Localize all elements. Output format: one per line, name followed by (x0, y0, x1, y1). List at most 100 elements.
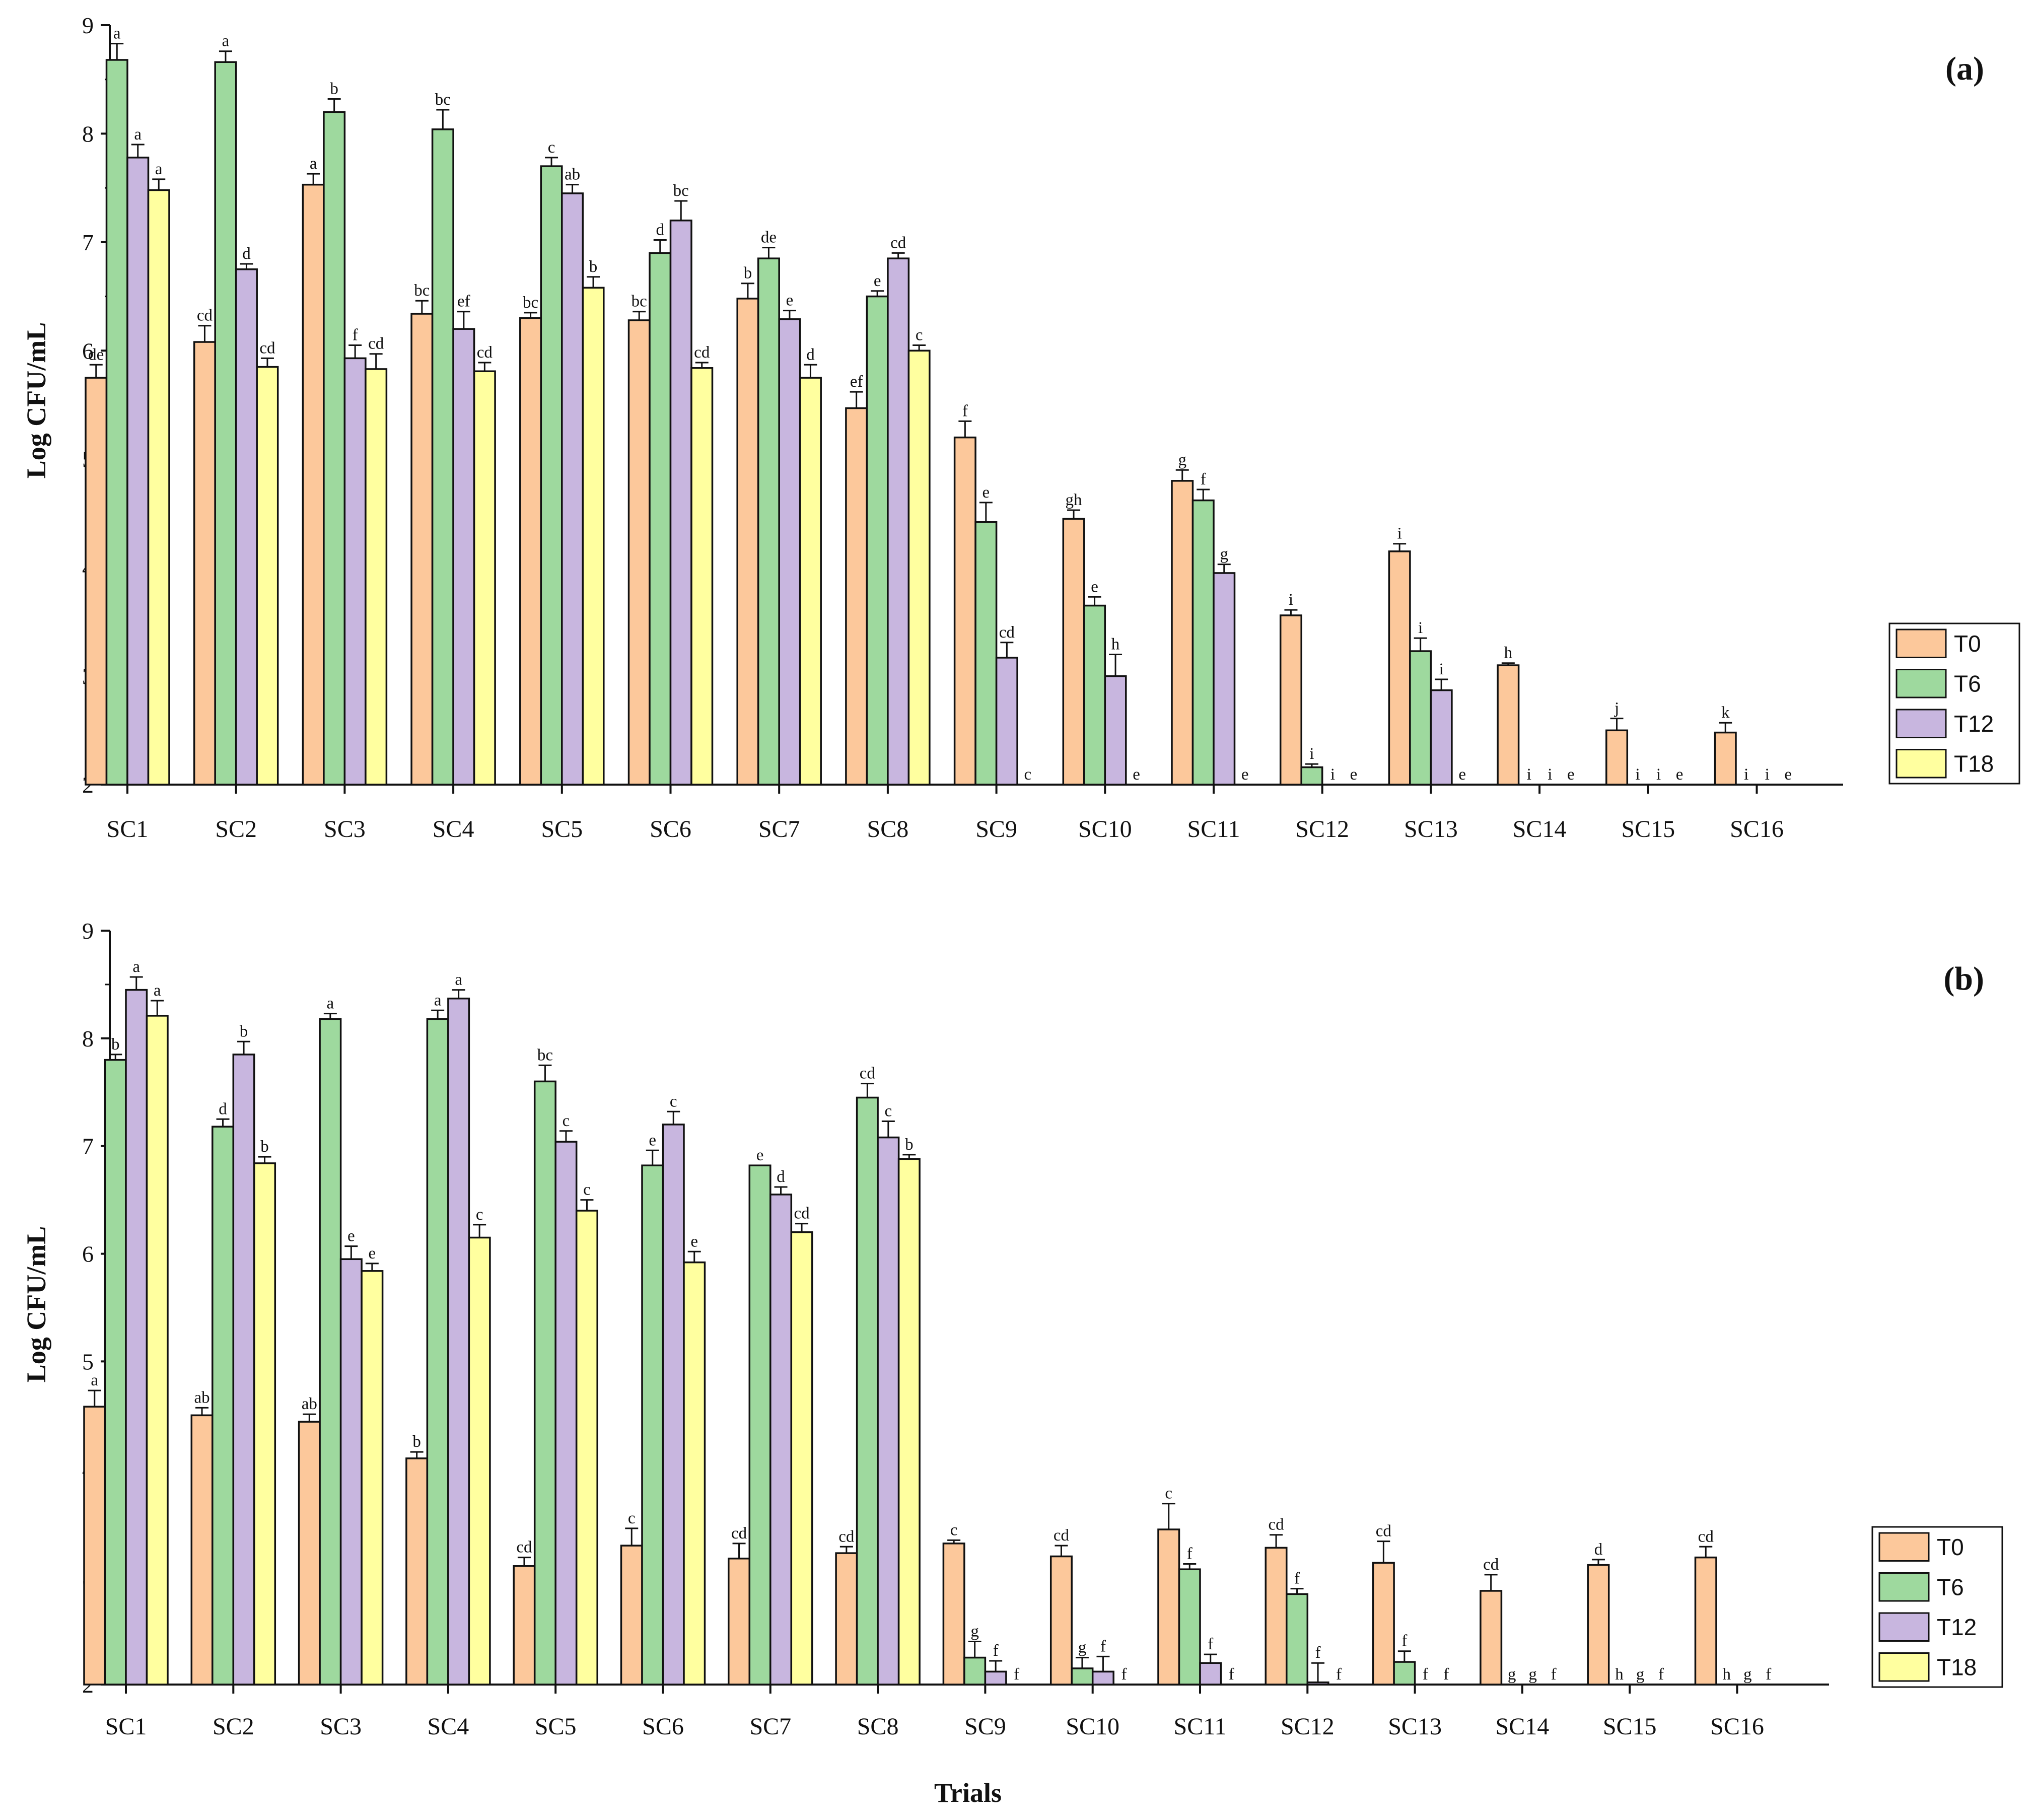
significance-label: f (1336, 1665, 1342, 1684)
significance-label: c (1024, 765, 1032, 784)
significance-label: h (1723, 1665, 1731, 1684)
bar-t18 (146, 1015, 169, 1686)
bar-t6 (1409, 650, 1432, 786)
bar-t0 (193, 341, 216, 786)
legend-swatch-t18 (1896, 749, 1947, 779)
legend-swatch-t0 (1896, 628, 1947, 658)
bar-t18 (147, 189, 170, 786)
significance-label: c (563, 1112, 570, 1130)
x-category-label: SC6 (650, 816, 691, 843)
bar-t6 (1286, 1593, 1309, 1686)
significance-label: f (1187, 1545, 1192, 1563)
significance-label: f (1014, 1665, 1019, 1684)
significance-label: a (113, 25, 121, 43)
significance-label: i (1309, 745, 1314, 763)
legend-label: T12 (1937, 1614, 1977, 1640)
bar-t6 (963, 1656, 987, 1686)
bar-t18 (690, 367, 714, 786)
significance-label: f (1100, 1637, 1106, 1655)
bar-t6 (1393, 1661, 1416, 1686)
bar-t12 (669, 220, 692, 786)
significance-label: e (1133, 765, 1140, 784)
significance-label: de (88, 345, 104, 364)
x-category-label: SC5 (541, 816, 583, 843)
significance-label: e (1567, 765, 1575, 784)
significance-label: h (1111, 635, 1120, 653)
significance-label: f (1201, 470, 1206, 488)
significance-label: bc (673, 182, 689, 200)
significance-label: k (1721, 704, 1730, 722)
significance-label: bc (631, 293, 647, 311)
bar-t6 (212, 1126, 235, 1686)
bar-t6 (431, 128, 454, 786)
significance-label: cd (731, 1524, 747, 1543)
bar-t18 (365, 368, 388, 786)
significance-label: e (369, 1244, 376, 1263)
significance-label: cd (1268, 1516, 1284, 1534)
legend-swatch-t0 (1878, 1532, 1930, 1562)
x-category-label: SC4 (428, 1713, 469, 1740)
bar-t12 (778, 318, 801, 786)
significance-label: cd (1483, 1556, 1499, 1574)
significance-label: cd (259, 339, 275, 357)
significance-label: de (761, 229, 777, 247)
significance-label: g (970, 1622, 979, 1640)
significance-label: d (777, 1168, 785, 1186)
significance-label: b (330, 80, 338, 98)
significance-label: b (589, 258, 598, 276)
significance-label: e (874, 272, 881, 290)
significance-label: g (1528, 1665, 1537, 1684)
significance-label: cd (1376, 1522, 1392, 1541)
bar-t0 (1587, 1564, 1610, 1686)
bar-t12 (995, 657, 1018, 786)
significance-label: b (240, 1022, 248, 1040)
bar-t12 (1199, 1662, 1222, 1686)
bar-t6 (748, 1164, 771, 1686)
significance-label: f (1315, 1644, 1321, 1662)
bar-t18 (897, 1158, 921, 1686)
significance-label: f (1121, 1665, 1127, 1684)
x-category-label: SC12 (1281, 1713, 1335, 1740)
bar-t12 (447, 997, 470, 1686)
x-category-label: SC5 (535, 1713, 577, 1740)
x-axis-title: Trials (934, 1778, 1002, 1808)
x-category-label: SC14 (1513, 816, 1567, 843)
bar-t6 (540, 165, 563, 786)
bars-b: abaaabdbbabaeebaaccdbccccececdedcdcdcdcb… (83, 958, 1771, 1686)
significance-label: c (583, 1181, 591, 1199)
significance-label: g (1636, 1665, 1645, 1684)
legend-swatch-t6 (1878, 1572, 1930, 1602)
significance-label: cd (999, 623, 1015, 642)
bar-t0 (845, 407, 868, 786)
x-category-label: SC4 (433, 816, 474, 843)
x-category-label: SC8 (857, 1713, 899, 1740)
significance-label: i (1656, 765, 1661, 784)
significance-label: a (91, 1371, 98, 1389)
significance-label: c (476, 1206, 483, 1224)
bar-t0 (302, 183, 325, 786)
significance-label: d (1594, 1541, 1603, 1559)
bar-t0 (1372, 1562, 1395, 1686)
bar-t12 (125, 989, 148, 1686)
bar-t18 (361, 1270, 384, 1686)
significance-label: i (1744, 765, 1748, 784)
legend-b: T0 T6 T12 T18 (1871, 1526, 2003, 1688)
significance-label: e (649, 1131, 656, 1149)
significance-label: e (786, 292, 794, 310)
significance-label: h (1615, 1665, 1624, 1684)
significance-label: cd (890, 234, 906, 252)
bar-t12 (887, 257, 910, 786)
x-categories-a: SC1 SC2 SC3 SC4 SC5 SC6 SC7 SC8 SC9 SC10 SC11 SC12 S… (107, 785, 1784, 843)
bar-t12 (235, 268, 258, 786)
bar-t0 (1388, 550, 1411, 786)
x-category-label: SC8 (867, 816, 909, 843)
significance-label: cd (368, 335, 384, 353)
panel-label-b: (b) (1943, 960, 1984, 997)
x-category-label: SC13 (1388, 1713, 1442, 1740)
significance-label: f (1658, 1665, 1664, 1684)
legend-label: T18 (1954, 750, 1994, 777)
bar-t0 (953, 436, 976, 786)
bar-t0 (1714, 731, 1737, 786)
significance-label: ab (565, 166, 580, 184)
